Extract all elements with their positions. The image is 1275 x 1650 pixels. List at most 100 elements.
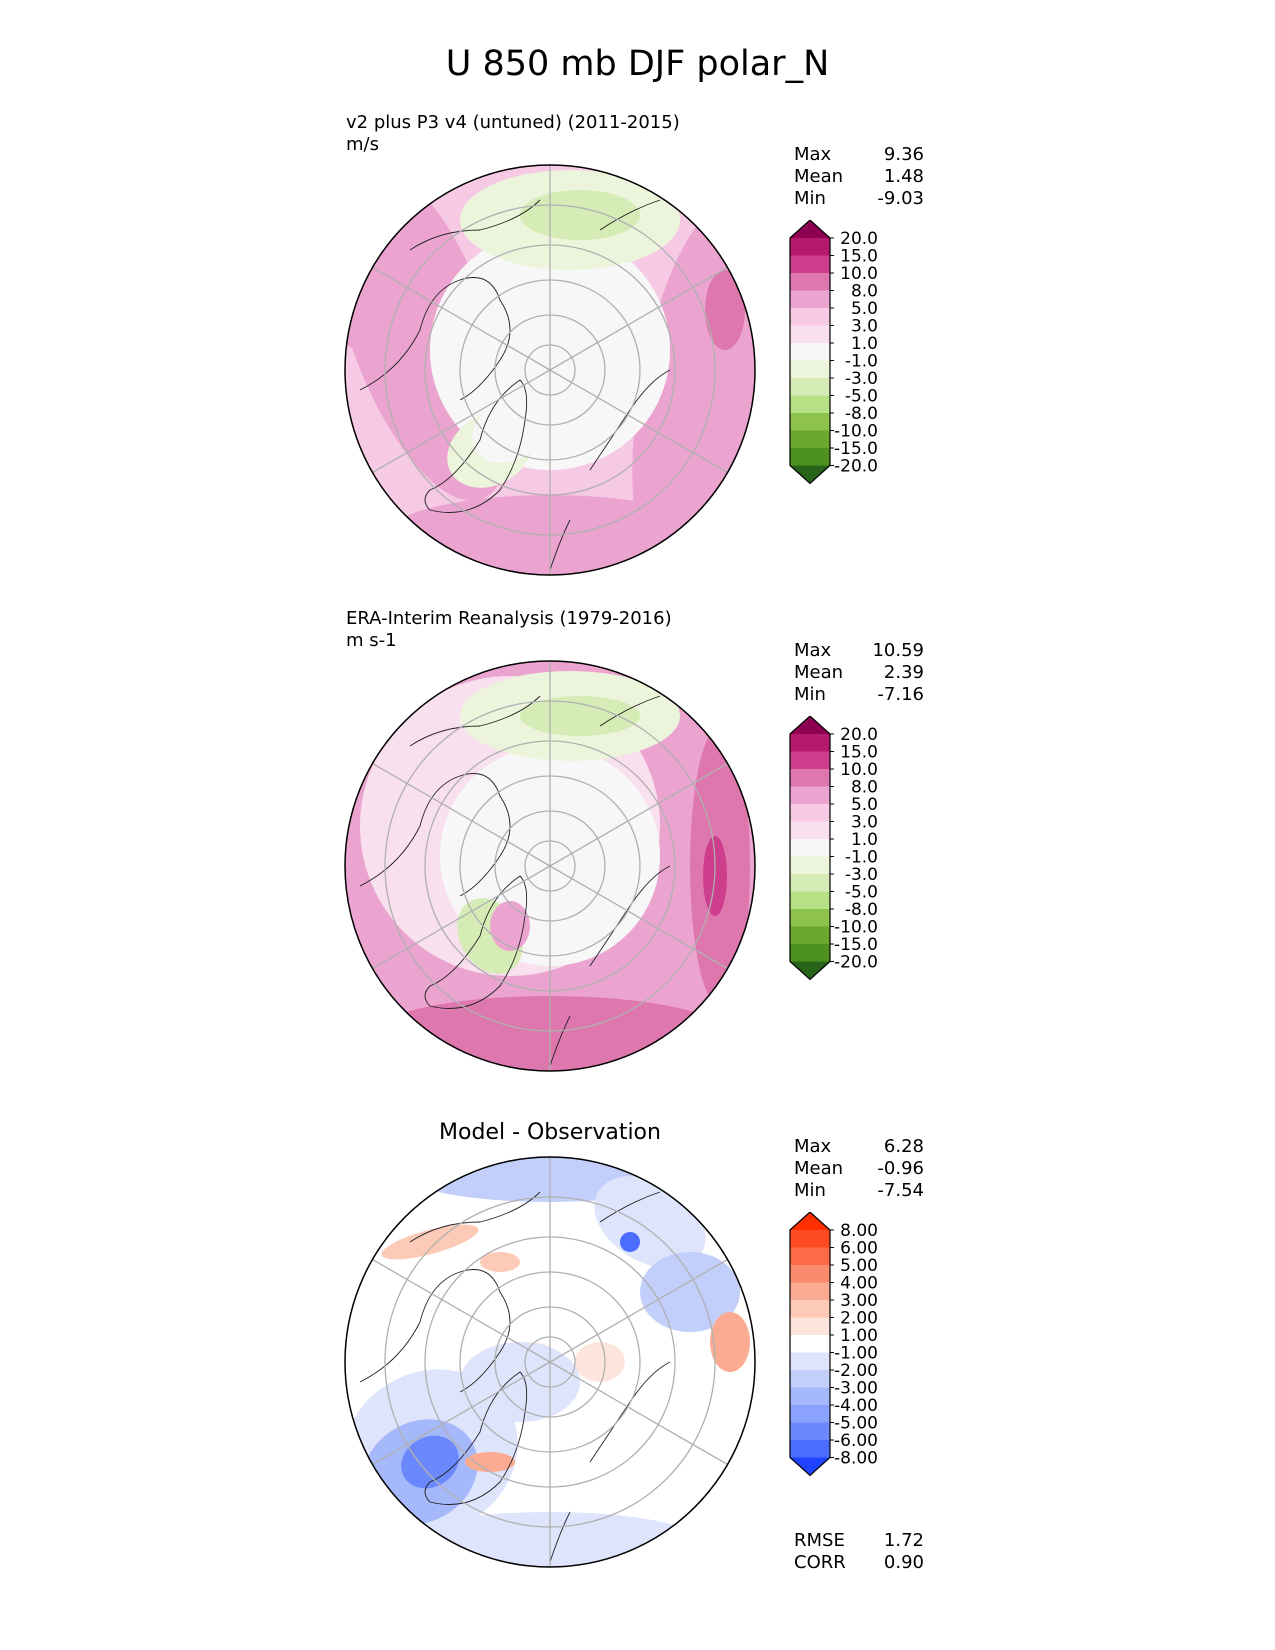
longitude-line — [549, 369, 728, 474]
colorbar-segment — [790, 395, 830, 414]
panel-test: v2 plus P3 v4 (untuned) (2011-2015) m/s … — [0, 0, 1275, 460]
field-layer — [345, 1157, 755, 1567]
polar-map-test — [344, 164, 756, 576]
longitude-line — [549, 865, 728, 970]
colorbar-tick-label: 20.0 — [840, 725, 878, 745]
colorbar-segment — [790, 1335, 830, 1353]
metric-value: 0.90 — [883, 1552, 924, 1573]
stat-label: Mean — [794, 166, 844, 187]
stat-value: -9.03 — [877, 188, 924, 209]
panel-title: Model - Observation — [439, 1120, 661, 1145]
metric-label: RMSE — [794, 1530, 845, 1551]
colorbar-segment — [790, 909, 830, 927]
colorbar-segment — [790, 891, 830, 910]
colorbar-tick-label: 3.0 — [851, 813, 878, 833]
stat-label: Min — [794, 188, 826, 209]
colorbar-segment — [790, 1265, 830, 1283]
colorbar-tick-label: 8.0 — [851, 282, 878, 302]
longitude-line — [372, 1361, 551, 1466]
colorbar-segment — [790, 1352, 830, 1371]
graticule — [372, 661, 728, 1071]
colorbar-segment — [790, 378, 830, 396]
stat-label: Mean — [794, 662, 844, 683]
field-contour — [472, 397, 548, 463]
colorbar-segment — [790, 448, 830, 466]
longitude-line — [372, 762, 551, 867]
colorbar-tick-label: -10.0 — [834, 918, 878, 938]
colorbar-segment — [790, 238, 830, 256]
coastline-north-america — [359, 277, 511, 401]
coastline-north-america — [359, 773, 511, 897]
field-contour — [490, 901, 530, 951]
panel-units: m s-1 — [346, 630, 397, 651]
colorbar-extend-top — [790, 220, 830, 238]
stat-label: Min — [794, 684, 826, 705]
colorbar-tick-label: -3.0 — [845, 369, 878, 389]
map-boundary — [344, 164, 756, 576]
colorbar-tick-label: -1.0 — [845, 352, 878, 372]
colorbar-segment — [790, 804, 830, 822]
colorbar-tick-label: -20.0 — [834, 457, 878, 477]
colorbar-tick-label: -5.00 — [834, 1414, 878, 1434]
colorbar-extend-top — [790, 716, 830, 734]
colorbar-segment — [790, 856, 830, 875]
colorbar-tick-label: 5.0 — [851, 795, 878, 815]
field-contour — [620, 1232, 640, 1252]
colorbar-segment — [790, 255, 830, 274]
colorbar-segment — [790, 1247, 830, 1266]
colorbar-ref: 20.015.010.08.05.03.01.0-1.0-3.0-5.0-8.0… — [789, 716, 878, 981]
panel-ref: ERA-Interim Reanalysis (1979-2016) m s-1… — [0, 0, 1275, 705]
colorbar-tick-label: 15.0 — [840, 247, 878, 267]
graticule — [372, 165, 728, 575]
colorbar-tick-label: -20.0 — [834, 953, 878, 973]
colorbar-segment — [790, 1405, 830, 1423]
colorbar-segment — [790, 290, 830, 309]
stat-label: Max — [794, 1136, 832, 1157]
colorbar-tick-label: -8.0 — [845, 404, 878, 424]
longitude-line — [372, 1258, 551, 1363]
colorbar-segment — [790, 1440, 830, 1458]
field-contour — [345, 250, 390, 350]
stat-value: -7.54 — [877, 1180, 924, 1201]
longitude-line — [549, 762, 728, 867]
colorbar-tick-label: 15.0 — [840, 743, 878, 763]
colorbar-tick-label: -3.0 — [845, 865, 878, 885]
stat-value: 6.28 — [883, 1136, 924, 1157]
colorbar-segment — [790, 1230, 830, 1248]
stat-value: -7.16 — [877, 684, 924, 705]
stat-value: -0.96 — [877, 1158, 924, 1179]
longitude-line — [372, 369, 551, 474]
colorbar-extend-bottom — [790, 465, 830, 484]
field-contour — [465, 1452, 515, 1472]
colorbar-segment — [790, 273, 830, 291]
panel-title: v2 plus P3 v4 (untuned) (2011-2015) — [346, 112, 680, 133]
colorbar-tick-label: 1.0 — [851, 830, 878, 850]
colorbar-segment — [790, 343, 830, 361]
coastline-north-america — [359, 1269, 511, 1393]
colorbar-tick-label: 6.00 — [840, 1239, 878, 1259]
field-contour — [705, 270, 745, 350]
colorbar-tick-label: -15.0 — [834, 935, 878, 955]
colorbar-segment — [790, 360, 830, 379]
colorbar-tick-label: -4.00 — [834, 1396, 878, 1416]
colorbar-segment — [790, 839, 830, 857]
colorbar-tick-label: -5.0 — [845, 387, 878, 407]
colorbar-segment — [790, 308, 830, 326]
colorbar-diff: 8.006.005.004.003.002.001.00-1.00-2.00-3… — [789, 1212, 878, 1477]
coastline-greenland — [424, 875, 528, 1009]
colorbar-segment — [790, 734, 830, 752]
stat-label: Min — [794, 1180, 826, 1201]
map-boundary — [344, 660, 756, 1072]
colorbar-tick-label: 10.0 — [840, 264, 878, 284]
colorbar-tick-label: 10.0 — [840, 760, 878, 780]
figure-title: U 850 mb DJF polar_N — [445, 44, 830, 84]
colorbar-segment — [790, 1387, 830, 1406]
colorbar-tick-label: 20.0 — [840, 229, 878, 249]
field-contour — [520, 190, 640, 240]
field-layer — [345, 661, 755, 1071]
colorbar-tick-label: -1.00 — [834, 1344, 878, 1364]
colorbar-segment — [790, 786, 830, 805]
colorbar-tick-label: 8.0 — [851, 778, 878, 798]
panel-title: ERA-Interim Reanalysis (1979-2016) — [346, 608, 672, 629]
stats-block: Max 6.28 Mean -0.96 Min -7.54 — [794, 1136, 924, 1202]
